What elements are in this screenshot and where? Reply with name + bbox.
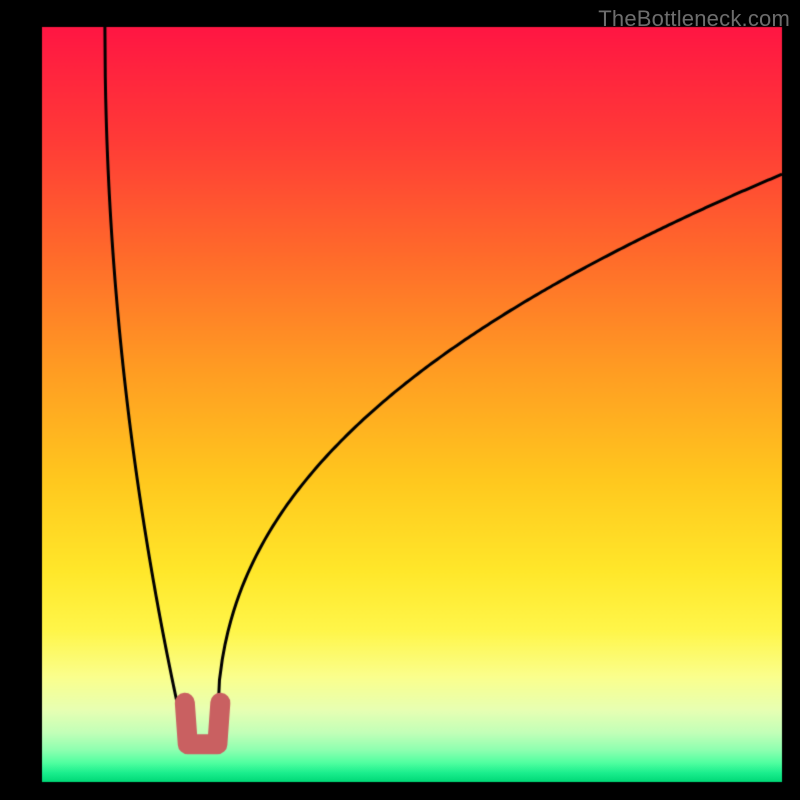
watermark-label: TheBottleneck.com — [598, 6, 790, 32]
chart-root: TheBottleneck.com — [0, 0, 800, 800]
bottleneck-chart-canvas — [0, 0, 800, 800]
